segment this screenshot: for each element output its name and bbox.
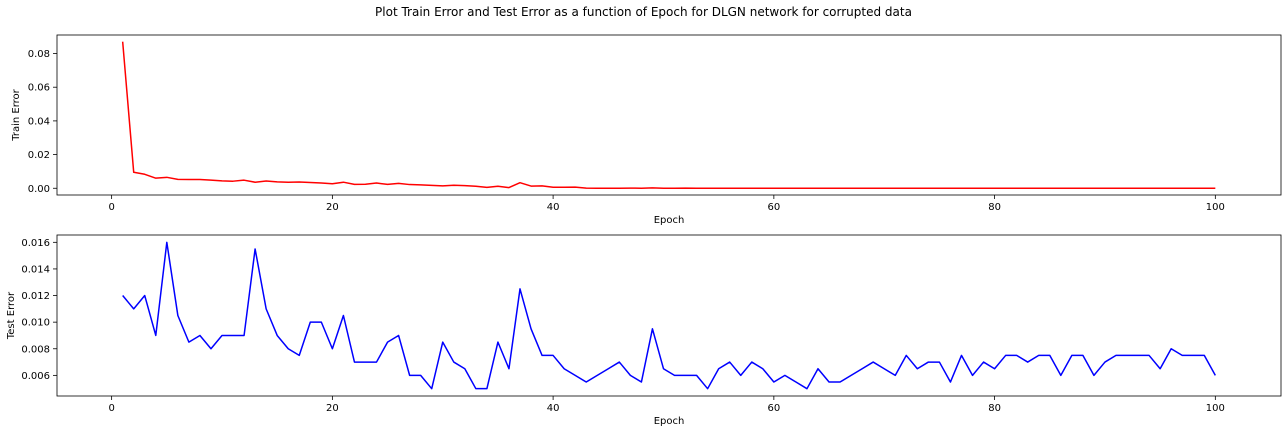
- test-x-tick-label: 20: [326, 403, 339, 414]
- train-x-tick-label: 0: [108, 202, 114, 213]
- train-plot-frame: [56, 34, 1282, 196]
- test-x-tick-label: 40: [547, 403, 560, 414]
- test-y-tick-label: 0.006: [21, 371, 50, 382]
- test-error-series-line: [122, 241, 1216, 390]
- test-y-tick-label: 0.014: [21, 264, 50, 275]
- train-y-tick-label: 0.00: [28, 184, 50, 195]
- train-y-axis-label: Train Error: [11, 88, 22, 141]
- test-y-tick-label: 0.010: [21, 318, 50, 329]
- test-x-axis-label: Epoch: [654, 416, 685, 427]
- test-x-tick-label: 0: [108, 403, 114, 414]
- train-x-axis-label: Epoch: [654, 215, 685, 226]
- train-error-plot: 0 20 40 60 80 100 0.00 0.02 0.04 0.06 0.08 Epoch Tra…: [11, 34, 1282, 226]
- figure-title: Plot Train Error and Test Error as a fun…: [375, 5, 912, 19]
- test-plot-frame: [56, 234, 1282, 397]
- train-x-tick-label: 40: [547, 202, 560, 213]
- train-y-tick-label: 0.08: [28, 49, 50, 60]
- test-error-plot: 0 20 40 60 80 100 0.006 0.008 0.010 0.012 0.014 0.0…: [6, 234, 1282, 427]
- test-x-tick-label: 100: [1206, 403, 1225, 414]
- test-y-tick-label: 0.016: [21, 238, 50, 249]
- train-y-tick-label: 0.04: [28, 116, 50, 127]
- test-y-axis-label: Test Error: [6, 291, 17, 340]
- train-error-series-line: [121, 41, 1216, 190]
- test-x-tick-label: 80: [988, 403, 1001, 414]
- train-y-tick-label: 0.02: [28, 150, 50, 161]
- train-y-tick-label: 0.06: [28, 83, 50, 94]
- train-x-tick-label: 100: [1206, 202, 1225, 213]
- test-y-tick-label: 0.008: [21, 344, 50, 355]
- train-x-tick-label: 80: [988, 202, 1001, 213]
- test-x-tick-label: 60: [767, 403, 780, 414]
- train-x-tick-label: 60: [767, 202, 780, 213]
- train-x-tick-label: 20: [326, 202, 339, 213]
- test-y-tick-label: 0.012: [21, 291, 50, 302]
